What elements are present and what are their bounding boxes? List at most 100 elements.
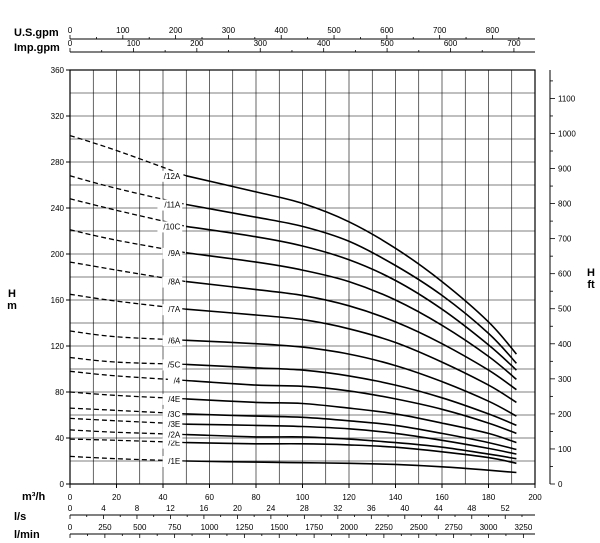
curve-label-bg — [162, 304, 183, 316]
secondary-tick-label: 700 — [433, 26, 447, 35]
curve-label-bg — [162, 359, 183, 371]
y-tick-label: 240 — [51, 204, 65, 213]
y-tick-label: 40 — [55, 434, 64, 443]
x-axis-label: m³/h — [22, 491, 46, 503]
curve-solid-segment — [186, 413, 517, 451]
secondary-tick-label: 12 — [166, 504, 175, 513]
curve-label-bg — [162, 276, 183, 288]
curve-label: /4 — [174, 377, 181, 386]
y-tick-label: 360 — [51, 66, 65, 75]
curve-label-bg — [162, 247, 183, 259]
secondary-tick-label: 600 — [444, 39, 458, 48]
x-tick-label: 160 — [435, 493, 449, 502]
secondary-tick-label: 100 — [127, 39, 141, 48]
secondary-tick-label: 0 — [68, 523, 73, 532]
right-tick-label: 700 — [558, 235, 572, 244]
secondary-tick-label: 48 — [467, 504, 476, 513]
x-tick-label: 200 — [528, 493, 542, 502]
curve-dashed-segment — [69, 407, 187, 415]
secondary-tick-label: 40 — [400, 504, 409, 513]
curve-dashed-segment — [69, 134, 187, 177]
x-tick-label: 100 — [296, 493, 310, 502]
secondary-tick-label: 16 — [199, 504, 208, 513]
y-axis-label: m — [7, 300, 17, 312]
secondary-tick-label: 3250 — [514, 523, 532, 532]
curve-label: /7A — [168, 305, 181, 314]
secondary-tick-label: 200 — [169, 26, 183, 35]
x-tick-label: 0 — [68, 493, 73, 502]
secondary-tick-label: 52 — [501, 504, 510, 513]
curve-solid-segment — [186, 363, 517, 427]
y-tick-label: 320 — [51, 112, 65, 121]
curve-dashed-segment — [69, 330, 187, 341]
right-axis-label: ft — [587, 279, 595, 291]
secondary-tick-label: 20 — [233, 504, 242, 513]
curve-label: /6A — [168, 336, 181, 345]
right-tick-label: 600 — [558, 270, 572, 279]
curve-label-bg — [162, 408, 183, 420]
curve-solid-segment — [186, 423, 517, 455]
right-tick-label: 500 — [558, 305, 572, 314]
curve-dashed-segment — [69, 356, 187, 366]
curve-dashed-segment — [69, 198, 187, 228]
curve-label-bg — [162, 437, 183, 449]
secondary-tick-label: 36 — [367, 504, 376, 513]
y-tick-label: 160 — [51, 296, 65, 305]
x-tick-label: 120 — [342, 493, 356, 502]
y-tick-label: 0 — [60, 480, 65, 489]
secondary-tick-label: 400 — [275, 26, 289, 35]
right-tick-label: 1100 — [558, 94, 576, 103]
curve-label-bg — [167, 375, 183, 387]
secondary-tick-label: 44 — [434, 504, 443, 513]
secondary-tick-label: 750 — [168, 523, 182, 532]
axes: 04080120160200240280320360Hm010020030040… — [7, 26, 595, 541]
curve-solid-segment — [186, 308, 517, 404]
secondary-tick-label: 250 — [98, 523, 112, 532]
secondary-tick-label: 24 — [266, 504, 275, 513]
secondary-tick-label: 32 — [333, 504, 342, 513]
secondary-axis-label: Imp.gpm — [14, 42, 60, 54]
secondary-tick-label: 8 — [135, 504, 140, 513]
curve-label: /12A — [164, 172, 181, 181]
x-tick-label: 60 — [205, 493, 214, 502]
x-tick-label: 80 — [252, 493, 261, 502]
right-tick-label: 300 — [558, 375, 572, 384]
curve-label-bg — [157, 170, 183, 182]
curve-label: /3E — [168, 420, 180, 429]
secondary-tick-label: 0 — [68, 26, 73, 35]
right-tick-label: 1000 — [558, 129, 576, 138]
curve-label: /3C — [168, 410, 181, 419]
curve-label-bg — [162, 456, 183, 467]
curve-label: /4E — [168, 395, 180, 404]
right-tick-label: 200 — [558, 410, 572, 419]
curve-dashed-segment — [69, 438, 187, 444]
secondary-axis-label: U.S.gpm — [14, 27, 59, 39]
curve-label-bg — [157, 199, 183, 211]
curve-label: /9A — [168, 249, 181, 258]
secondary-axis-label: l/s — [14, 511, 26, 523]
curve-label: /1E — [168, 457, 180, 466]
secondary-axis-label: l/min — [14, 529, 40, 541]
curve-labels: /1E/2E/2A/3E/3C/4E/4/5C/6A/7A/8A/9A/10C /… — [157, 170, 183, 467]
secondary-tick-label: 28 — [300, 504, 309, 513]
curve-label: /2E — [168, 439, 180, 448]
secondary-tick-label: 2250 — [375, 523, 393, 532]
y-tick-label: 120 — [51, 342, 65, 351]
curve-label-bg — [162, 419, 183, 431]
curve-solid-segment — [186, 225, 517, 371]
x-tick-label: 140 — [389, 493, 403, 502]
curve-label: /2A — [168, 431, 181, 440]
secondary-tick-label: 4 — [101, 504, 106, 513]
curve-label-bg — [162, 335, 183, 347]
curve-solid-segment — [186, 252, 517, 381]
curve-solid-segment — [186, 398, 517, 444]
y-tick-label: 200 — [51, 250, 65, 259]
secondary-tick-label: 100 — [116, 26, 130, 35]
secondary-tick-label: 2500 — [410, 523, 428, 532]
y-tick-label: 80 — [55, 388, 64, 397]
curve-dashed-segment — [69, 261, 187, 283]
right-tick-label: 0 — [558, 480, 563, 489]
curve-dashed-segment — [69, 417, 187, 425]
curve-solid-segment — [186, 441, 517, 465]
series-group — [69, 134, 518, 474]
